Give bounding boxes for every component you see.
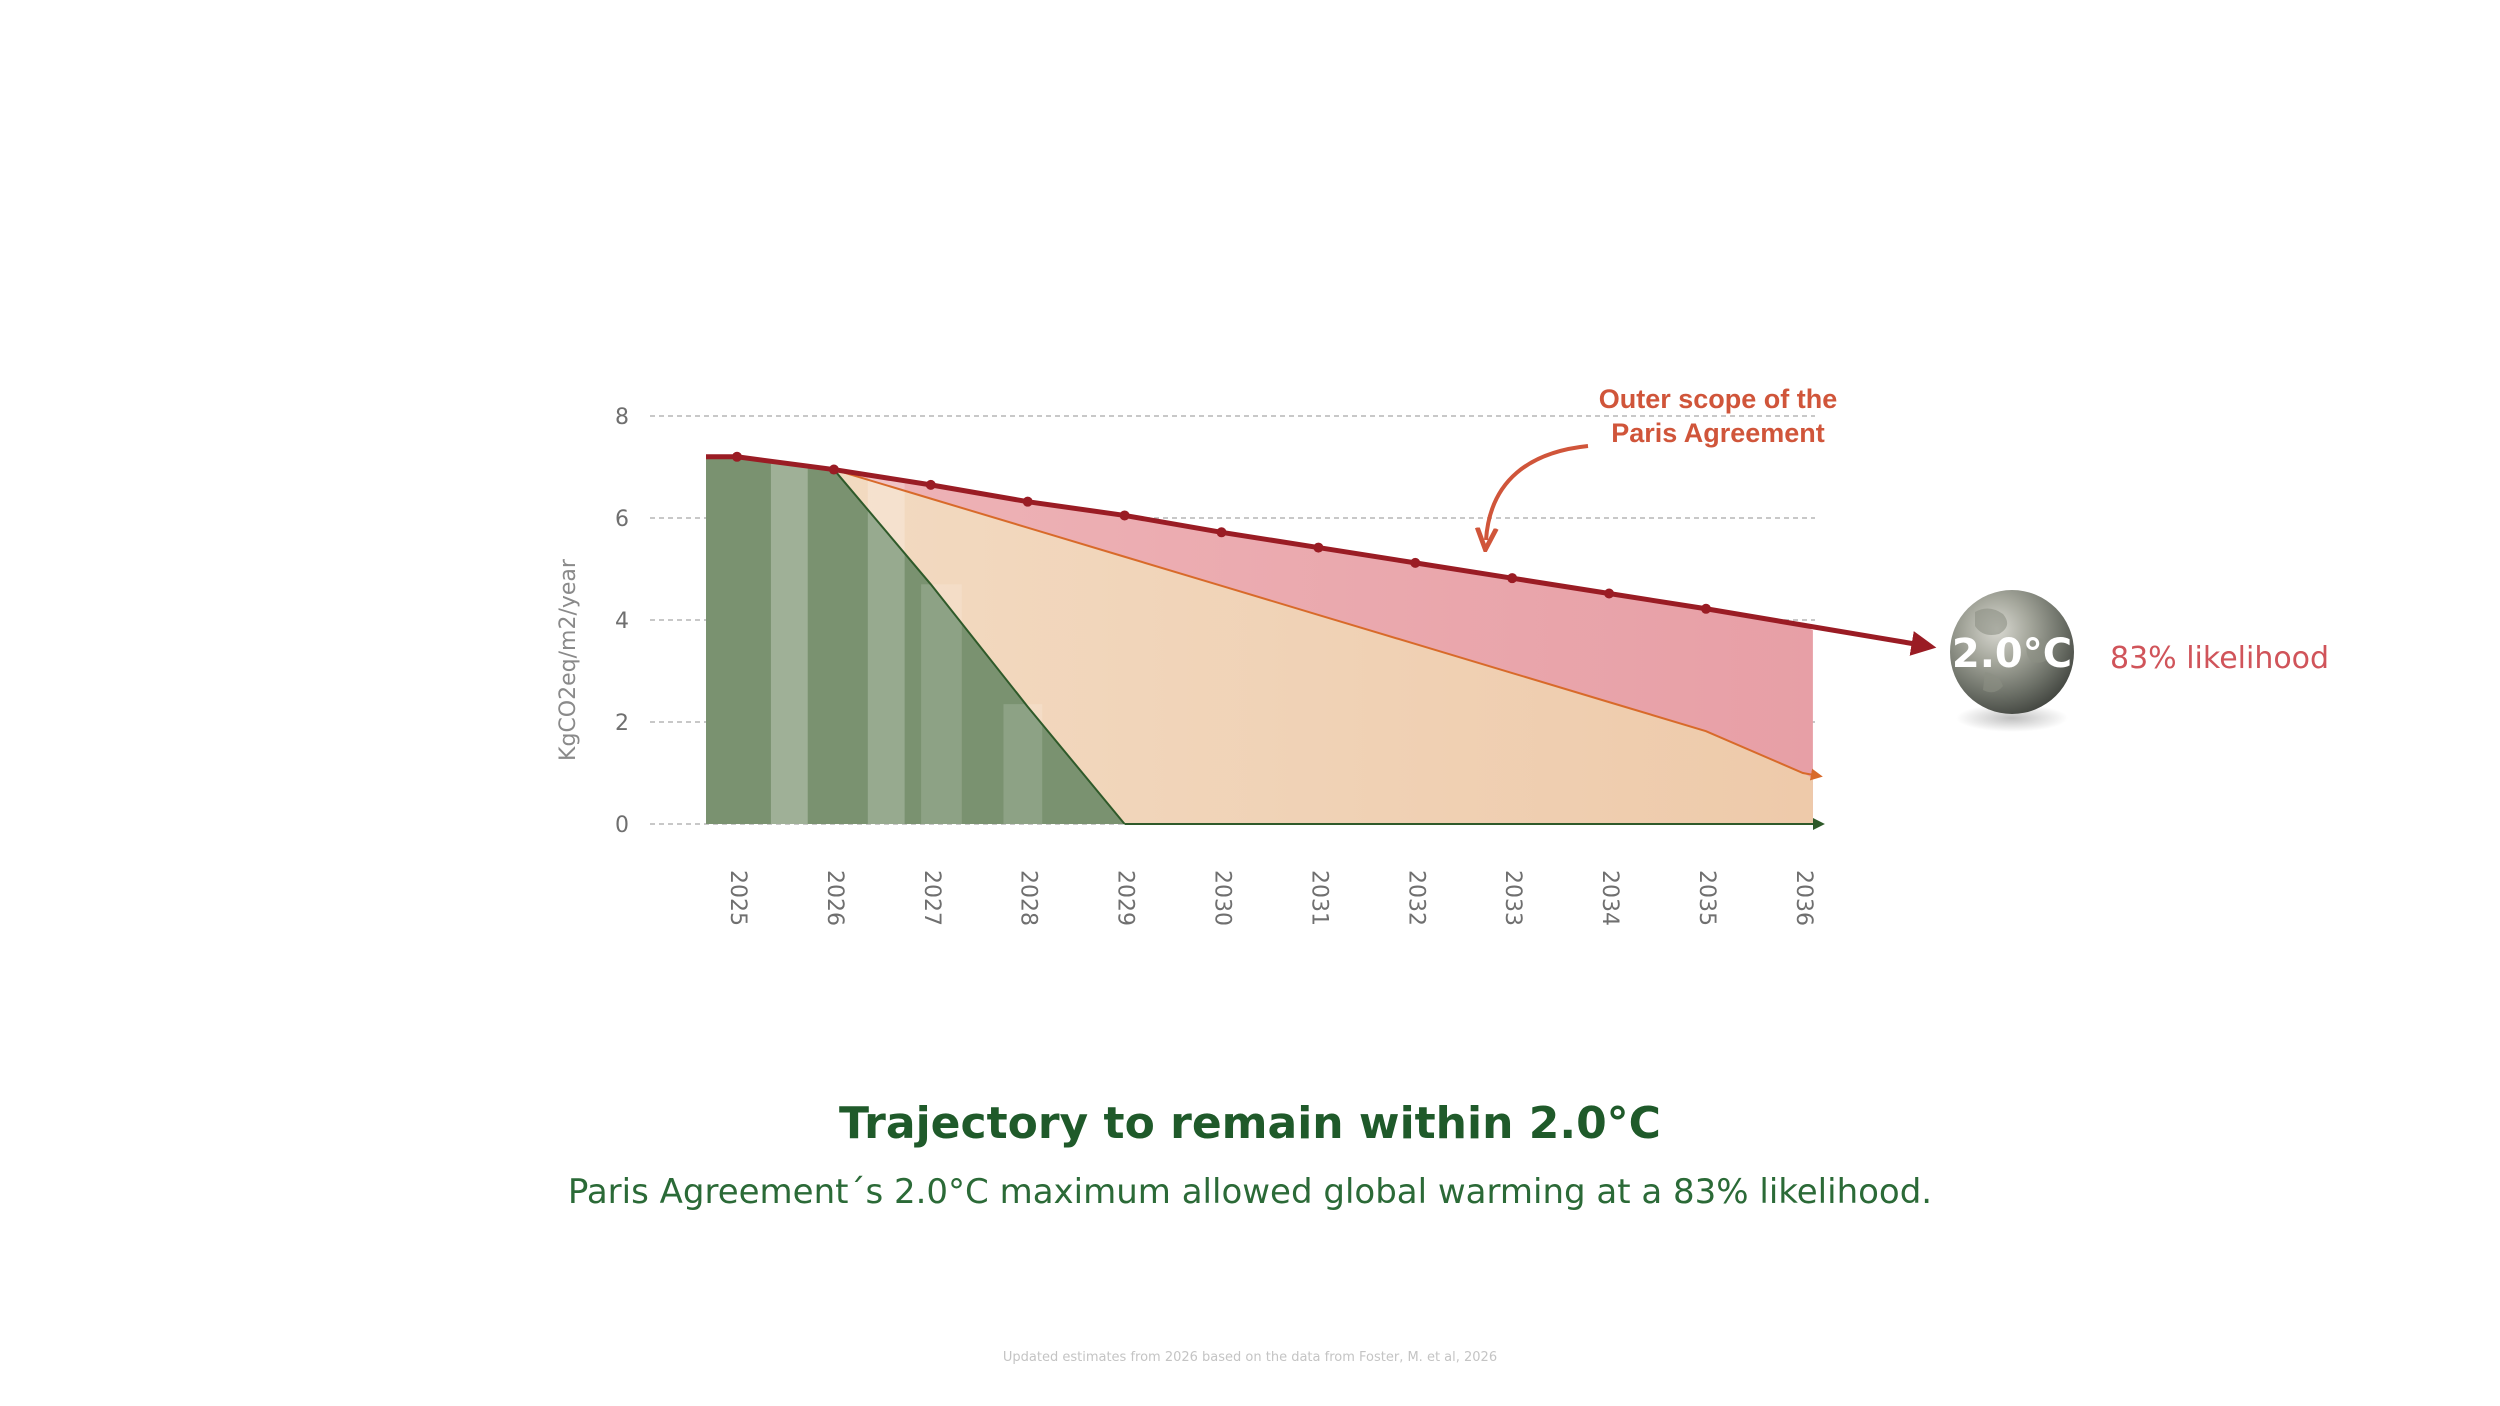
green-bars <box>770 461 1043 824</box>
y-tick-label: 6 <box>615 507 629 532</box>
y-tick-label: 2 <box>615 711 629 736</box>
likelihood-label: 83% likelihood <box>2110 641 2329 676</box>
data-point <box>1119 510 1130 521</box>
x-tick-label: 2025 <box>725 870 750 926</box>
source-footnote: Updated estimates from 2026 based on the… <box>1002 1350 1498 1365</box>
chart-subtitle: Paris Agreement´s 2.0°C maximum allowed … <box>567 1172 1933 1212</box>
data-point <box>925 479 936 490</box>
x-tick-label: 2035 <box>1694 870 1719 926</box>
data-point <box>1604 588 1615 599</box>
x-tick-label: 2034 <box>1597 870 1622 926</box>
annotation-line-2: Paris Agreement <box>1611 418 1825 448</box>
data-point <box>1507 573 1518 584</box>
globe-label: 2.0°C <box>1952 631 2072 677</box>
x-tick-label: 2033 <box>1500 870 1525 926</box>
x-tick-label: 2028 <box>1016 870 1041 926</box>
data-point <box>1410 557 1421 568</box>
green-band <box>1003 704 1043 824</box>
x-tick-label: 2031 <box>1306 870 1331 926</box>
outer-scope-markers <box>732 451 1711 614</box>
data-point <box>1701 603 1711 614</box>
chart-title: Trajectory to remain within 2.0°C <box>839 1098 1661 1149</box>
y-axis-ticks: 0 2 4 6 8 <box>615 405 629 838</box>
y-tick-label: 8 <box>615 405 629 430</box>
reduction-line <box>833 468 1823 781</box>
data-point <box>1022 496 1033 507</box>
data-point <box>1313 542 1324 553</box>
data-point <box>732 451 742 462</box>
green-band <box>921 584 962 824</box>
x-tick-label: 2030 <box>1210 870 1235 926</box>
outer-scope-line <box>706 454 1937 656</box>
x-tick-label: 2026 <box>822 870 847 926</box>
x-axis-ticks: 2025 2026 2027 2028 2029 2030 2031 2032 2033 2034… <box>725 870 1816 926</box>
annotation-arrow <box>1486 444 1589 540</box>
globe-continents-icon <box>1975 608 2052 693</box>
globe-shadow <box>1956 704 2068 732</box>
green-band <box>770 461 808 824</box>
y-axis-label: KgCO2eq/m2/year <box>556 558 581 761</box>
green-pathway-area <box>706 456 1803 824</box>
data-point <box>828 464 839 475</box>
annotation: Outer scope of the Paris Agreement <box>1486 384 1837 540</box>
x-tick-label: 2036 <box>1791 870 1816 926</box>
globe-badge: 2.0°C <box>1950 590 2074 732</box>
x-tick-label: 2029 <box>1113 870 1138 926</box>
y-tick-label: 0 <box>615 813 629 838</box>
green-pathway-line <box>833 468 1126 825</box>
x-tick-label: 2032 <box>1403 870 1428 926</box>
data-point <box>1216 527 1227 538</box>
green-band <box>867 477 905 824</box>
y-tick-label: 4 <box>615 609 629 634</box>
annotation-line-1: Outer scope of the <box>1599 384 1838 414</box>
x-tick-label: 2027 <box>919 870 944 926</box>
